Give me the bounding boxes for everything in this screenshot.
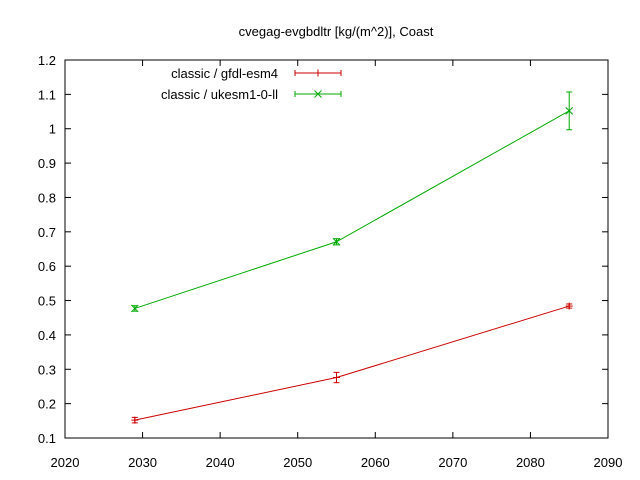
- marker-cross-b: [332, 237, 341, 246]
- marker-cross-b: [565, 107, 574, 115]
- x-tick-label: 2030: [128, 455, 157, 470]
- series-layer: [130, 91, 574, 424]
- series-1: [130, 91, 574, 313]
- y-tick-label: 1: [49, 122, 56, 137]
- x-tick-label: 2040: [206, 455, 235, 470]
- axes: 0.1 0.2 0.3 0.4 0.5 0.6 0.7 0.8 0.9 1 1.1 1.2 2020 20…: [38, 53, 623, 470]
- marker-cross-b: [130, 304, 139, 313]
- chart-title: cvegag-evgbdltr [kg/(m^2)], Coast: [239, 24, 434, 39]
- x-tick-label: 2070: [438, 455, 467, 470]
- plot-frame: [64, 59, 609, 439]
- y-tick-label: 0.3: [38, 362, 56, 377]
- y-tick-label: 0.9: [38, 156, 56, 171]
- x-tick-label: 2020: [51, 455, 80, 470]
- legend: classic / gfdl-esm4 classic / ukesm1-0-ll: [161, 66, 342, 102]
- y-tick-label: 0.4: [38, 328, 56, 343]
- y-tick-label: 0.7: [38, 225, 56, 240]
- x-tick-label: 2080: [516, 455, 545, 470]
- y-tick-label: 1.1: [38, 87, 56, 102]
- series-line: [134, 305, 570, 421]
- series-0: [131, 302, 573, 424]
- legend-label: classic / ukesm1-0-ll: [161, 87, 278, 102]
- x-tick-label: 2050: [283, 455, 312, 470]
- y-tick-label: 0.2: [38, 397, 56, 412]
- marker-cross-b: [314, 90, 322, 98]
- x-tick-label: 2090: [594, 455, 623, 470]
- x-tick-label: 2060: [361, 455, 390, 470]
- legend-label: classic / gfdl-esm4: [171, 66, 278, 81]
- series-line: [134, 110, 570, 309]
- y-tick-label: 0.6: [38, 259, 56, 274]
- y-tick-label: 0.5: [38, 294, 56, 309]
- y-tick-label: 0.1: [38, 431, 56, 446]
- y-tick-label: 1.2: [38, 53, 56, 68]
- y-tick-label: 0.8: [38, 190, 56, 205]
